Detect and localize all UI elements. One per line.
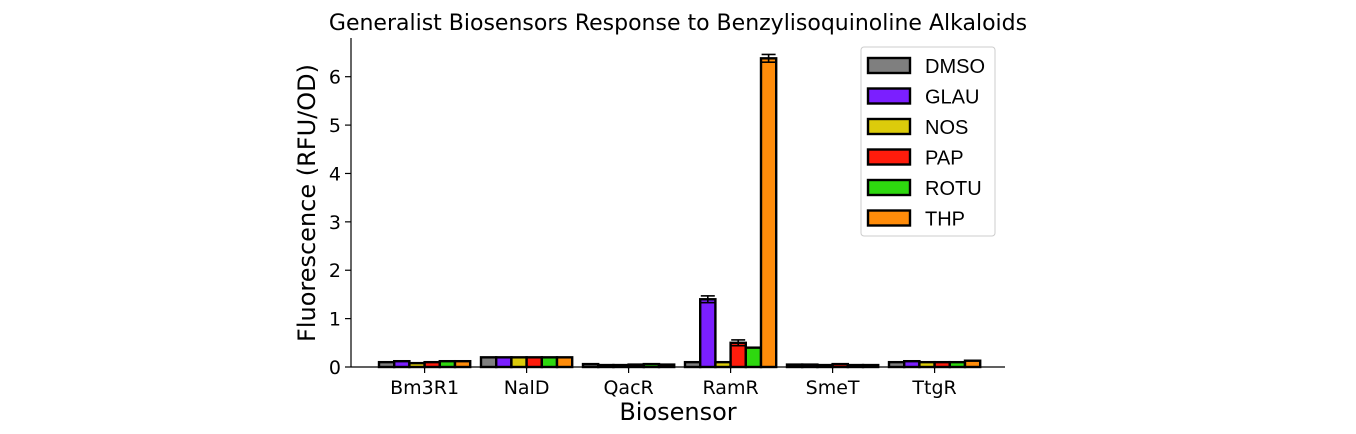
legend-label-rotu: ROTU	[925, 178, 982, 200]
plot-area	[377, 53, 982, 369]
y-axis-label: Fluorescence (RFU/OD)	[293, 64, 321, 342]
legend-swatch-pap	[866, 148, 912, 166]
bar-thp-ramr	[759, 57, 778, 369]
y-tick-label: 6	[329, 67, 341, 89]
x-ticks: Bm3R1 NalD QacR RamR SmeT TtgR	[390, 367, 957, 399]
bar-dmso-ttgr	[887, 360, 906, 369]
bar-thp-bm3r1	[453, 359, 472, 369]
bar-thp-nald	[555, 356, 574, 369]
legend-swatch-glau	[866, 87, 912, 105]
y-tick-label: 5	[329, 115, 341, 137]
bar-glau-ramr	[699, 298, 717, 369]
bar-nos-nald	[510, 356, 528, 369]
bar-rotu-ttgr	[948, 360, 967, 369]
legend: DMSO GLAU NOS PAP ROTU THP	[860, 46, 996, 237]
legend-label-thp: THP	[925, 209, 965, 231]
x-tick-label: SmeT	[806, 377, 860, 399]
y-tick-label: 1	[329, 309, 341, 331]
bar-dmso-nald	[479, 356, 498, 369]
bar-dmso-bm3r1	[377, 360, 396, 369]
bar-glau-ttgr	[903, 359, 921, 369]
bar-glau-nald	[495, 356, 513, 369]
legend-swatch-nos	[866, 117, 912, 136]
y-tick-label: 3	[329, 212, 341, 234]
legend-label-glau: GLAU	[925, 87, 979, 109]
x-tick-label: TtgR	[911, 377, 956, 399]
legend-label-dmso: DMSO	[925, 56, 985, 78]
y-tick-label: 4	[329, 163, 341, 185]
legend-label-pap: PAP	[925, 148, 964, 170]
bar-pap-nald	[525, 356, 543, 369]
legend-swatch-thp	[866, 209, 912, 227]
bar-nos-ramr	[714, 360, 732, 369]
bar-rotu-nald	[540, 356, 559, 369]
bar-pap-bm3r1	[423, 360, 442, 369]
chart-title: Generalist Biosensors Response to Benzyl…	[329, 11, 1027, 36]
x-tick-label: Bm3R1	[390, 377, 459, 399]
bar-rotu-bm3r1	[438, 359, 457, 369]
bar-nos-ttgr	[918, 360, 936, 369]
x-tick-label: QacR	[603, 377, 653, 399]
bar-glau-bm3r1	[393, 359, 411, 369]
legend-swatch-rotu	[866, 178, 912, 197]
bar-dmso-ramr	[683, 360, 702, 369]
bar-pap-ttgr	[933, 360, 951, 369]
x-axis-label: Biosensor	[619, 398, 736, 426]
x-tick-label: RamR	[703, 377, 759, 399]
legend-swatch-dmso	[866, 56, 912, 75]
y-tick-label: 0	[329, 357, 341, 379]
legend-label-nos: NOS	[925, 117, 968, 139]
y-tick-label: 2	[329, 260, 341, 282]
y-ticks: 0 1 2 3 4 5 6	[329, 67, 351, 379]
bar-rotu-ramr	[744, 346, 763, 369]
bar-thp-ttgr	[963, 359, 982, 369]
x-tick-label: NalD	[504, 377, 550, 399]
